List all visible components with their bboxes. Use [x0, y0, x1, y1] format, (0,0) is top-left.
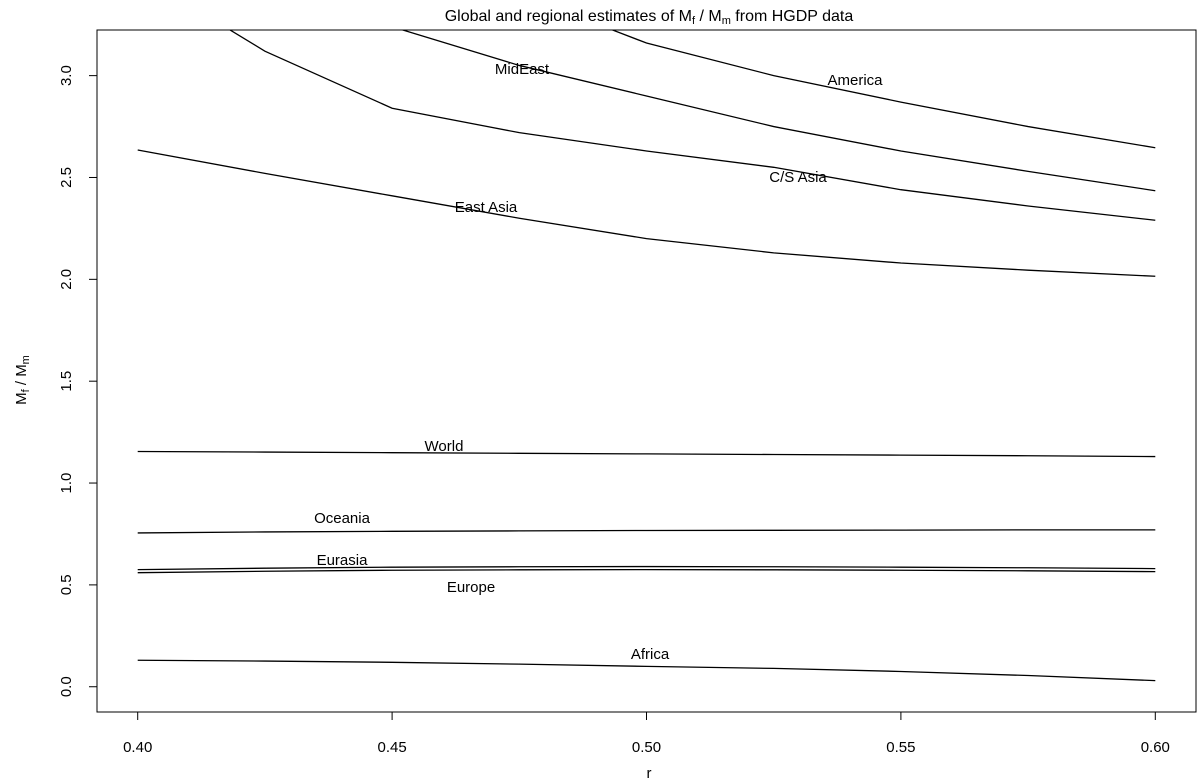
- series-label: Europe: [447, 579, 495, 596]
- y-axis-label: Mf / Mm: [13, 355, 32, 405]
- series-line: [137, 149, 1156, 277]
- text-part: / M: [695, 8, 722, 25]
- y-tick-label: 3.0: [58, 65, 75, 86]
- series-label: Eurasia: [317, 552, 369, 569]
- x-axis-label: r: [647, 765, 652, 782]
- series-line: [228, 30, 1156, 221]
- series-label: Oceania: [314, 510, 371, 527]
- subscript: f: [20, 388, 32, 392]
- series-line: [137, 450, 1156, 458]
- x-tick-label: 0.50: [632, 739, 661, 756]
- y-tick-label: 0.5: [58, 574, 75, 595]
- x-tick-label: 0.55: [886, 739, 915, 756]
- y-tick-label: 0.0: [58, 676, 75, 697]
- y-tick-label: 1.5: [58, 371, 75, 392]
- series-line: [137, 568, 1156, 574]
- series-line: [137, 529, 1156, 534]
- series-line: [400, 30, 1156, 192]
- plot-box: [96, 29, 1197, 713]
- lines: [137, 30, 1156, 682]
- text-part: / M: [13, 364, 30, 389]
- series-label: East Asia: [455, 199, 518, 216]
- text-part: Global and regional estimates of M: [445, 8, 692, 25]
- subscript: f: [692, 15, 696, 27]
- text-part: M: [13, 392, 30, 405]
- y-tick-label: 2.0: [58, 269, 75, 290]
- series-line: [610, 30, 1156, 149]
- series-line: [137, 659, 1156, 682]
- series-label: Africa: [631, 646, 670, 663]
- y-tick-label: 1.0: [58, 473, 75, 494]
- series-label: MidEast: [495, 61, 550, 78]
- x-tick-label: 0.60: [1141, 739, 1170, 756]
- x-tick-label: 0.40: [123, 739, 152, 756]
- subscript: m: [20, 355, 32, 364]
- text-part: from HGDP data: [731, 8, 854, 25]
- chart-title: Global and regional estimates of Mf / Mm…: [445, 8, 854, 27]
- series-label: America: [827, 72, 883, 89]
- series-line: [137, 565, 1156, 571]
- y-tick-label: 2.5: [58, 167, 75, 188]
- x-tick-label: 0.45: [378, 739, 407, 756]
- series-label: C/S Asia: [769, 169, 827, 186]
- series-label: World: [425, 438, 464, 455]
- subscript: m: [722, 15, 731, 27]
